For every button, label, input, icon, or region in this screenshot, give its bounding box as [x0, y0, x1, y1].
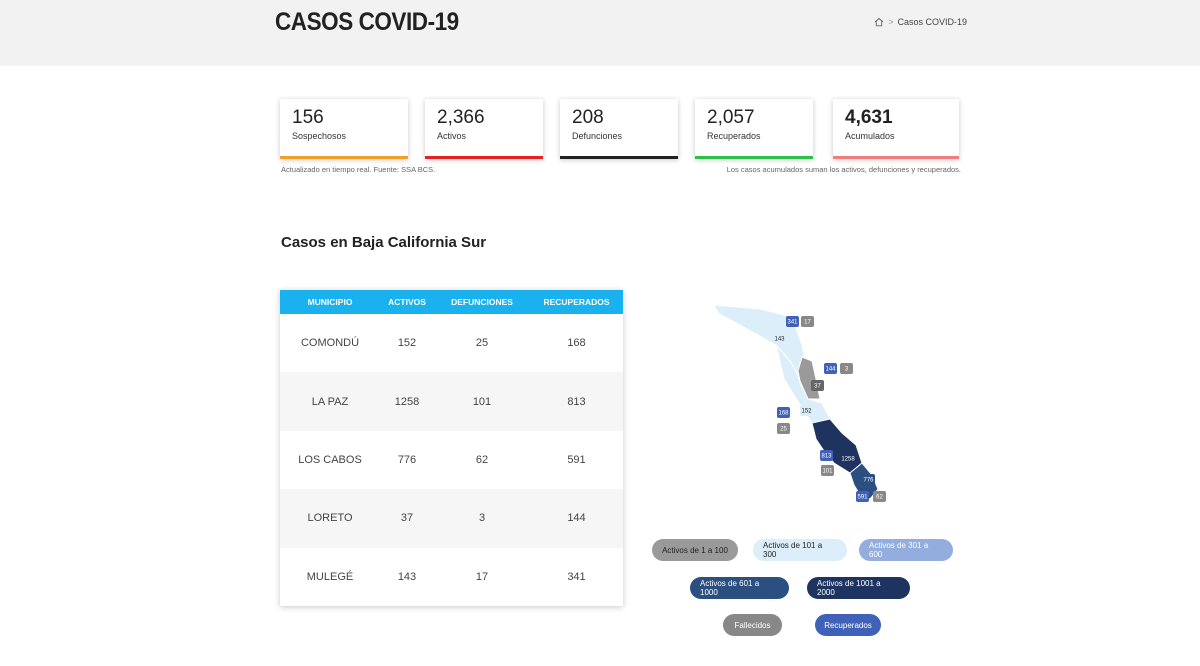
cell-activos: 152: [397, 337, 417, 350]
cell-defunciones: 17: [475, 570, 489, 583]
cell-recuperados: 591: [567, 453, 586, 466]
stat-card-recuperados: 2,057 Recuperados: [695, 99, 813, 159]
map-label: 25: [780, 427, 787, 433]
cell-municipio: LA PAZ: [311, 395, 349, 408]
stat-value: 208: [572, 107, 604, 128]
table-row: LORETO 37 3 144: [280, 489, 623, 548]
stat-value: 2,366: [437, 107, 485, 128]
map-label: 17: [804, 320, 811, 326]
map-label: 776: [863, 478, 874, 484]
column-header: ACTIVOS: [388, 297, 426, 307]
legend-activos-101-300[interactable]: Activos de 101 a 300: [753, 539, 847, 561]
map-label: 341: [787, 320, 798, 326]
cell-activos: 37: [400, 512, 414, 525]
stat-card-activos: 2,366 Activos: [425, 99, 543, 159]
cell-municipio: COMONDÚ: [300, 337, 360, 350]
legend-fallecidos[interactable]: Fallecidos: [723, 614, 782, 636]
cell-recuperados: 144: [567, 512, 586, 525]
legend-activos-601-1000[interactable]: Activos de 601 a 1000: [690, 577, 789, 599]
column-header: MUNICIPIO: [307, 297, 353, 307]
legend-recuperados[interactable]: Recuperados: [815, 614, 881, 636]
cell-municipio: LORETO: [307, 512, 353, 525]
table-row: MULEGÉ 143 17 341: [280, 548, 623, 606]
column-header: DEFUNCIONES: [451, 297, 513, 307]
table-row: LA PAZ 1258 101 813: [280, 372, 623, 431]
cell-recuperados: 813: [567, 395, 586, 408]
legend-activos-1001-2000[interactable]: Activos de 1001 a 2000: [807, 577, 910, 599]
stat-value: 2,057: [707, 107, 755, 128]
cell-recuperados: 168: [567, 337, 586, 350]
map-label: 168: [778, 411, 789, 417]
cell-defunciones: 62: [475, 453, 489, 466]
stat-value: 156: [292, 107, 324, 128]
cell-recuperados: 341: [567, 570, 586, 583]
stat-label: Sospechosos: [292, 131, 347, 141]
cell-activos: 1258: [394, 395, 420, 408]
page-title: CASOS COVID-19: [275, 8, 459, 36]
section-title: Casos en Baja California Sur: [281, 234, 487, 251]
cell-defunciones: 3: [478, 512, 486, 525]
stat-color-bar: [280, 156, 408, 159]
stat-card-defunciones: 208 Defunciones: [560, 99, 678, 159]
cell-defunciones: 25: [475, 337, 489, 350]
legend-activos-1-100[interactable]: Activos de 1 a 100: [652, 539, 738, 561]
stat-label: Activos: [437, 131, 467, 141]
map-label: 813: [821, 454, 832, 460]
map-label: 144: [825, 367, 836, 373]
stat-card-sospechosos: 156 Sospechosos: [280, 99, 408, 159]
stat-value: 4,631: [845, 107, 893, 128]
source-note: Actualizado en tiempo real. Fuente: SSA …: [281, 165, 436, 174]
cell-defunciones: 101: [472, 395, 492, 408]
cell-activos: 776: [397, 453, 417, 466]
stat-card-acumulados: 4,631 Acumulados: [833, 99, 959, 159]
stat-color-bar: [695, 156, 813, 159]
bcs-map[interactable]: 341 17 143 144 3 37 168 25 152 813 101 1…: [700, 295, 920, 515]
stat-label: Recuperados: [707, 131, 761, 141]
stats-cards: 156 Sospechosos 2,366 Activos 208 Defunc…: [280, 99, 960, 161]
map-label: 3: [845, 367, 849, 373]
stat-color-bar: [833, 156, 959, 159]
stat-label: Defunciones: [572, 131, 623, 141]
cell-activos: 143: [397, 570, 417, 583]
region-la-paz[interactable]: [811, 418, 863, 474]
map-label: 143: [774, 337, 785, 343]
cell-municipio: LOS CABOS: [298, 453, 362, 466]
table-row: LOS CABOS 776 62 591: [280, 431, 623, 489]
map-label: 591: [857, 495, 868, 501]
municipality-table: MUNICIPIO ACTIVOS DEFUNCIONES RECUPERADO…: [280, 290, 623, 606]
breadcrumb-current: Casos COVID-19: [897, 17, 967, 27]
map-label: 62: [876, 495, 883, 501]
accumulated-note: Los casos acumulados suman los activos, …: [726, 165, 961, 174]
cell-municipio: MULEGÉ: [306, 570, 354, 583]
column-header: RECUPERADOS: [543, 297, 610, 307]
breadcrumb: > Casos COVID-19: [874, 17, 967, 27]
home-icon[interactable]: [874, 17, 884, 27]
stat-color-bar: [425, 156, 543, 159]
stat-label: Acumulados: [845, 131, 895, 141]
legend-activos-301-600[interactable]: Activos de 301 a 600: [859, 539, 953, 561]
page-header: CASOS COVID-19 > Casos COVID-19: [0, 0, 1200, 66]
table-row: COMONDÚ 152 25 168: [280, 314, 623, 372]
stat-color-bar: [560, 156, 678, 159]
map-label: 152: [801, 409, 812, 415]
breadcrumb-separator: >: [888, 17, 894, 27]
region-comondu[interactable]: [775, 344, 831, 424]
map-label: 101: [822, 469, 833, 475]
table-header: MUNICIPIO ACTIVOS DEFUNCIONES RECUPERADO…: [280, 290, 623, 314]
map-label: 1258: [841, 457, 855, 463]
map-label: 37: [814, 384, 821, 390]
